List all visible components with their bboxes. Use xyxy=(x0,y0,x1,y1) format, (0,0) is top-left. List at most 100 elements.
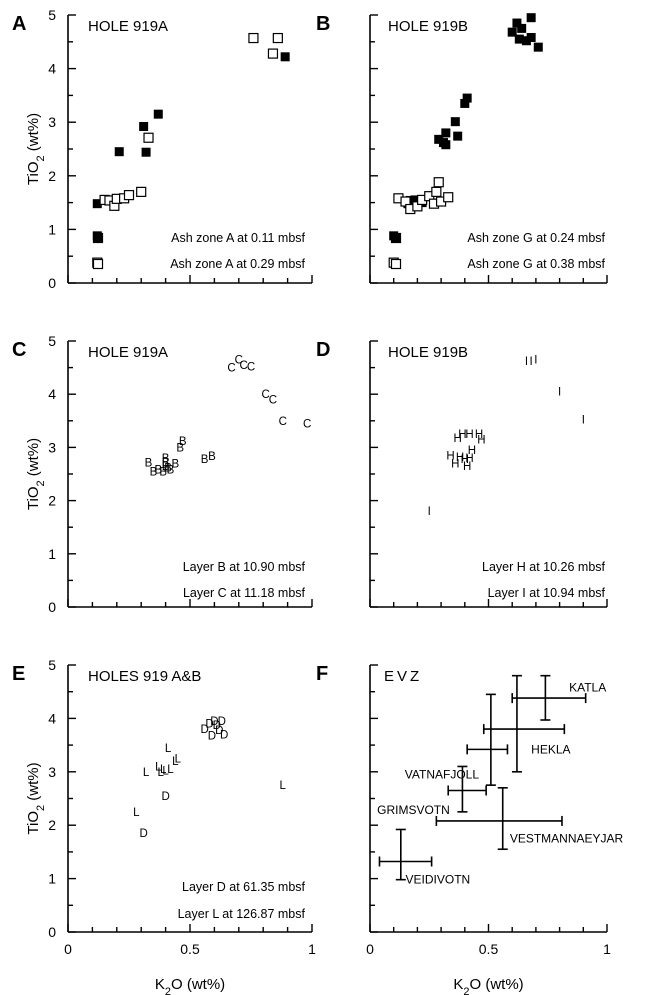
range-label: VATNAFJOLL xyxy=(405,767,480,781)
data-point-letter-B: B xyxy=(172,458,180,470)
data-point-letter-B: B xyxy=(145,457,153,469)
y-tick-label: 2 xyxy=(48,168,56,184)
legend-marker-open-square xyxy=(92,258,104,270)
data-point-filled-square xyxy=(114,147,124,157)
data-point-filled-square xyxy=(441,140,451,150)
data-point-letter-L: L xyxy=(133,807,140,819)
y-tick-label: 3 xyxy=(48,439,56,455)
data-point-open-square xyxy=(123,189,135,201)
data-point-letter-H: H xyxy=(463,461,471,473)
y-tick-label: 5 xyxy=(48,7,56,23)
legend-entry: Layer H at 10.26 mbsf xyxy=(482,560,606,574)
x-tick-label: 0.5 xyxy=(479,941,499,957)
data-point-letter-L: L xyxy=(160,764,167,776)
y-tick-label: 3 xyxy=(48,764,56,780)
range-label: GRIMSVOTN xyxy=(377,803,450,817)
range-cross-veidivotn: VEIDIVOTN xyxy=(378,828,470,887)
data-point-letter-D: D xyxy=(220,729,228,741)
data-point-filled-square xyxy=(450,117,460,127)
data-point-filled-square xyxy=(453,131,463,141)
y-tick-label: 0 xyxy=(48,924,56,940)
data-point-letter-H: H xyxy=(475,429,483,441)
panel-letter: B xyxy=(316,13,330,35)
data-point-open-square xyxy=(143,132,154,143)
data-point-letter-C: C xyxy=(235,355,243,367)
legend-marker-filled-square xyxy=(92,232,104,244)
panel-A: 0 1 2 3 4 5 A HOLE 919A TiO2 (wt%) Ash zone A at … xyxy=(12,7,313,291)
data-point-letter-B: B xyxy=(179,436,187,448)
legend-entry: Layer D at 61.35 mbsf xyxy=(182,880,306,894)
y-tick-label: 1 xyxy=(48,871,56,887)
range-cross-vestmannaeyjar: VESTMANNAEYJAR xyxy=(435,787,624,851)
y-axis-label: TiO2 (wt%) xyxy=(25,762,47,834)
data-point-letter-B: B xyxy=(162,457,170,469)
y-axis-label: TiO2 (wt%) xyxy=(25,113,47,185)
data-point-letter-I: I xyxy=(534,355,537,367)
data-point-letter-I: I xyxy=(530,356,533,368)
panel-letter: F xyxy=(316,663,328,685)
data-point-filled-square xyxy=(526,33,536,43)
panel-E: 0 1 2 3 4 5 0 0.5 1 E HOLES 919 A&B TiO2 (wt%) K2O (… xyxy=(12,657,316,995)
data-point-filled-square xyxy=(441,128,451,138)
legend-entry: Layer C at 11.18 mbsf xyxy=(183,586,306,600)
range-label: KATLA xyxy=(569,680,606,694)
data-point-letter-B: B xyxy=(201,454,209,466)
data-point-filled-square xyxy=(533,42,543,52)
y-tick-label: 0 xyxy=(48,275,56,291)
data-point-letter-I: I xyxy=(558,387,561,399)
data-point-letter-L: L xyxy=(165,743,172,755)
y-tick-label: 2 xyxy=(48,817,56,833)
data-point-letter-B: B xyxy=(208,451,216,463)
range-cross-grimsvotn: GRIMSVOTN xyxy=(377,765,487,817)
legend-marker-filled-square xyxy=(390,232,402,244)
y-tick-label: 0 xyxy=(48,599,56,615)
range-cross-katla: KATLA xyxy=(511,674,606,721)
panel-letter: C xyxy=(12,339,26,361)
x-tick-label: 0 xyxy=(64,941,72,957)
data-point-open-square xyxy=(443,192,454,203)
legend-entry: Ash zone A at 0.11 mbsf xyxy=(171,231,305,245)
data-point-letter-D: D xyxy=(210,716,218,728)
data-point-letter-D: D xyxy=(205,719,213,731)
data-point-filled-square xyxy=(507,27,517,37)
data-point-letter-I: I xyxy=(582,415,585,427)
data-point-letter-C: C xyxy=(240,360,248,372)
data-point-open-square xyxy=(431,186,442,197)
y-tick-label: 4 xyxy=(48,61,56,77)
data-point-letter-D: D xyxy=(200,724,208,736)
data-point-open-square xyxy=(136,186,147,197)
data-point-letter-C: C xyxy=(227,363,235,375)
data-point-letter-I: I xyxy=(428,506,431,518)
data-point-letter-H: H xyxy=(465,429,473,441)
data-point-letter-H: H xyxy=(451,458,459,470)
x-tick-label: 0.5 xyxy=(180,941,200,957)
x-tick-label: 1 xyxy=(308,941,316,957)
data-point-filled-square xyxy=(280,52,290,62)
data-point-filled-square xyxy=(141,147,151,157)
data-point-letter-H: H xyxy=(465,453,473,465)
data-point-letter-H: H xyxy=(477,434,485,446)
data-point-letter-D: D xyxy=(161,791,169,803)
range-label: VESTMANNAEYJAR xyxy=(510,832,624,846)
range-cross-hekla: HEKLA xyxy=(482,674,571,773)
legend-entry: Ash zone G at 0.38 mbsf xyxy=(467,257,605,271)
y-tick-label: 1 xyxy=(48,546,56,562)
y-tick-label: 1 xyxy=(48,221,56,237)
panel-F: 0 0.5 1 F EVZ K2O (wt%) KATLA HEKLA VATNAFJOLL GR… xyxy=(316,663,624,995)
data-point-filled-square xyxy=(517,23,527,33)
data-point-letter-C: C xyxy=(279,416,287,428)
panel-title: HOLE 919B xyxy=(388,18,468,35)
data-point-letter-H: H xyxy=(468,445,476,457)
legend-entry: Layer I at 10.94 mbsf xyxy=(488,586,606,600)
data-point-letter-D: D xyxy=(215,725,223,737)
panel-B: B HOLE 919B Ash zone G at 0.24 mbsf Ash zon… xyxy=(316,13,608,284)
data-point-letter-L: L xyxy=(143,767,150,779)
data-point-filled-square xyxy=(153,109,163,119)
legend-entry: Ash zone A at 0.29 mbsf xyxy=(170,257,305,271)
x-tick-label: 0 xyxy=(366,941,374,957)
data-point-letter-H: H xyxy=(454,433,462,445)
data-point-letter-B: B xyxy=(167,465,175,477)
y-axis-label: TiO2 (wt%) xyxy=(25,438,47,510)
